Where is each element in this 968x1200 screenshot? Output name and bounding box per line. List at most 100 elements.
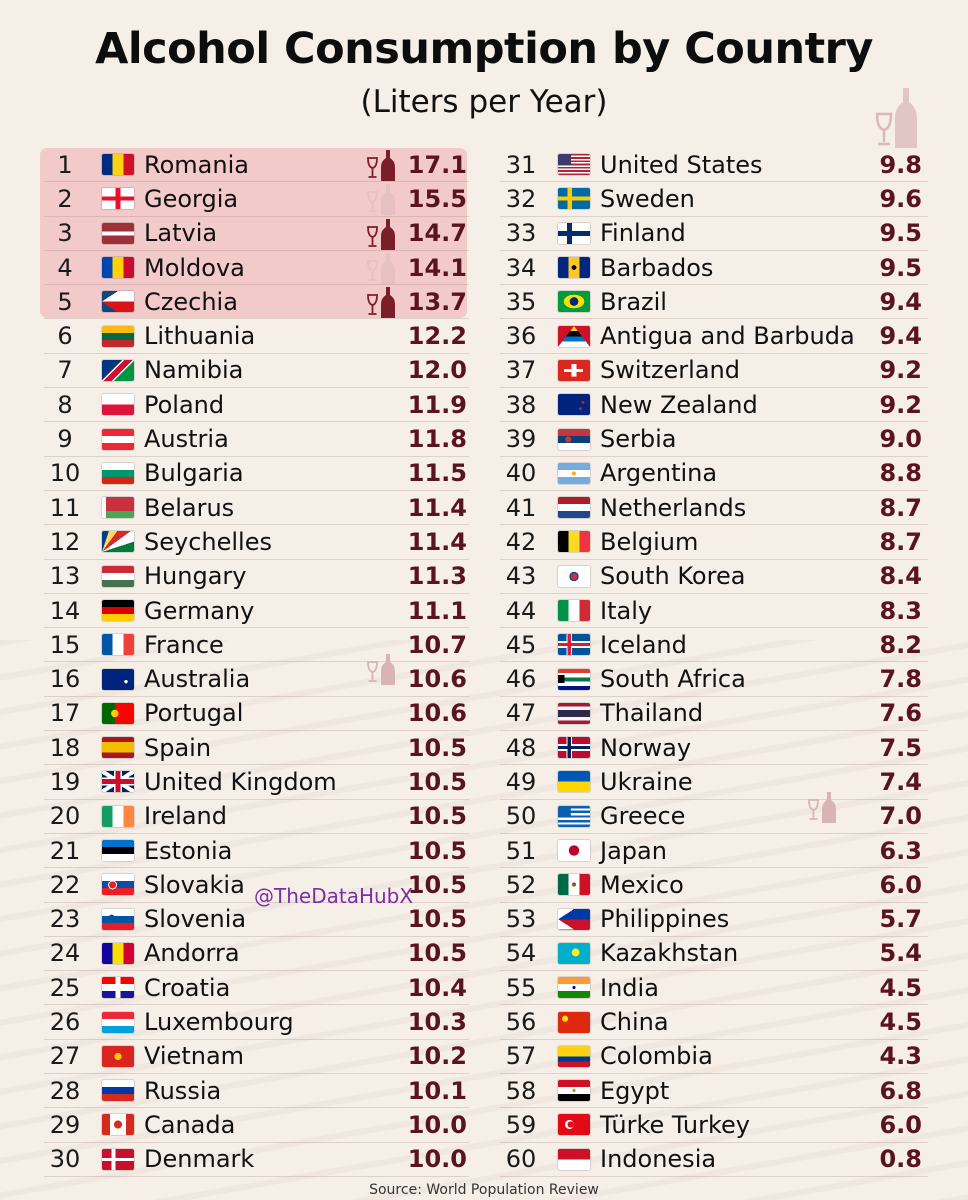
rank-label: 3 xyxy=(57,219,73,248)
country-label: Bulgaria xyxy=(144,459,244,488)
wine-glass-bottle-icon xyxy=(873,86,923,154)
country-label: Indonesia xyxy=(600,1145,717,1174)
value-label: 6.0 xyxy=(879,870,922,899)
value-label: 10.0 xyxy=(407,1145,467,1174)
value-label: 4.5 xyxy=(879,1008,922,1037)
table-row: 7 Namibia 12.0 xyxy=(44,354,469,389)
country-label: Denmark xyxy=(144,1145,255,1174)
romania-flag-icon xyxy=(102,154,134,176)
rank-label: 50 xyxy=(505,802,537,831)
rank-label: 17 xyxy=(49,699,81,728)
wine-bottle-icon xyxy=(365,182,399,220)
japan-flag-icon xyxy=(558,840,590,862)
value-label: 0.8 xyxy=(879,1145,922,1174)
rank-label: 29 xyxy=(49,1110,81,1139)
table-row: 11 Belarus 11.4 xyxy=(44,491,469,526)
table-row: 26 Luxembourg 10.3 xyxy=(44,1005,469,1040)
ireland-flag-icon xyxy=(102,805,134,827)
country-label: Canada xyxy=(144,1110,236,1139)
thailand-flag-icon xyxy=(558,702,590,724)
table-row: 39 Serbia 9.0 xyxy=(500,422,928,457)
value-label: 9.4 xyxy=(879,287,922,316)
value-label: 13.7 xyxy=(407,287,467,316)
rank-label: 48 xyxy=(505,733,537,762)
rank-label: 23 xyxy=(49,905,81,934)
greece-flag-icon xyxy=(558,805,590,827)
rank-label: 26 xyxy=(49,1008,81,1037)
chart-subtitle: (Liters per Year) xyxy=(360,84,608,120)
rank-label: 4 xyxy=(57,253,73,282)
mexico-flag-icon xyxy=(558,874,590,896)
value-label: 9.0 xyxy=(879,425,922,454)
rank-label: 15 xyxy=(49,630,81,659)
rank-label: 54 xyxy=(505,939,537,968)
value-label: 10.7 xyxy=(407,630,467,659)
barbados-flag-icon xyxy=(558,257,590,279)
vietnam-flag-icon xyxy=(102,1045,134,1067)
rank-label: 52 xyxy=(505,870,537,899)
value-label: 6.0 xyxy=(879,1110,922,1139)
table-row: 29 Canada 10.0 xyxy=(44,1108,469,1143)
iceland-flag-icon xyxy=(558,634,590,656)
rank-label: 24 xyxy=(49,939,81,968)
table-row: 8 Poland 11.9 xyxy=(44,388,469,423)
table-row: 25 Croatia 10.4 xyxy=(44,971,469,1006)
denmark-flag-icon xyxy=(102,1148,134,1170)
brazil-flag-icon xyxy=(558,291,590,313)
moldova-flag-icon xyxy=(102,257,134,279)
country-label: New Zealand xyxy=(600,390,758,419)
country-label: Vietnam xyxy=(144,1042,245,1071)
usa-flag-icon xyxy=(558,154,590,176)
country-label: Slovakia xyxy=(144,870,245,899)
table-row: 33 Finland 9.5 xyxy=(500,217,928,251)
country-label: Ireland xyxy=(144,802,228,831)
table-row: 18 Spain 10.5 xyxy=(44,731,469,766)
table-row: 15 France 10.7 xyxy=(44,628,469,663)
table-row: 27 Vietnam 10.2 xyxy=(44,1040,469,1075)
value-label: 11.5 xyxy=(407,459,467,488)
source-note: Source: World Population Review xyxy=(369,1182,599,1198)
table-row: 35 Brazil 9.4 xyxy=(500,285,928,320)
table-row: 36 Antigua and Barbuda 9.4 xyxy=(500,319,928,354)
country-label: Andorra xyxy=(144,939,240,968)
table-row: 51 Japan 6.3 xyxy=(500,834,928,869)
rank-label: 12 xyxy=(49,527,81,556)
country-label: Lithuania xyxy=(144,322,256,351)
rank-label: 2 xyxy=(57,184,73,213)
value-label: 10.4 xyxy=(407,973,467,1002)
value-label: 17.1 xyxy=(407,150,467,179)
country-label: Slovenia xyxy=(144,905,247,934)
country-label: South Korea xyxy=(600,562,746,591)
country-label: Romania xyxy=(144,150,249,179)
wine-bottle-icon xyxy=(365,217,399,255)
value-label: 10.5 xyxy=(407,836,467,865)
country-label: Türke Turkey xyxy=(600,1110,750,1139)
table-row: 42 Belgium 8.7 xyxy=(500,525,928,560)
table-row: 5 Czechia 13.7 xyxy=(44,285,469,320)
country-label: Poland xyxy=(144,390,225,419)
table-row: 24 Andorra 10.5 xyxy=(44,937,469,972)
france-flag-icon xyxy=(102,634,134,656)
finland-flag-icon xyxy=(558,222,590,244)
germany-flag-icon xyxy=(102,600,134,621)
antigua-flag-icon xyxy=(558,325,590,347)
colombia-flag-icon xyxy=(558,1045,590,1067)
country-label: Netherlands xyxy=(600,493,747,522)
belarus-flag-icon xyxy=(102,497,134,519)
kazakhstan-flag-icon xyxy=(558,942,590,964)
rank-label: 18 xyxy=(49,733,81,762)
value-label: 7.0 xyxy=(879,802,922,831)
country-label: Australia xyxy=(144,665,251,694)
philippines-flag-icon xyxy=(558,908,590,930)
value-label: 4.3 xyxy=(879,1042,922,1071)
rank-label: 43 xyxy=(505,562,537,591)
country-label: Spain xyxy=(144,733,212,762)
croatia-flag-icon xyxy=(102,977,134,999)
india-flag-icon xyxy=(558,977,590,999)
country-label: United States xyxy=(600,150,763,179)
wine-bottle-icon xyxy=(365,148,399,186)
value-label: 7.4 xyxy=(879,767,922,796)
country-label: Georgia xyxy=(144,184,239,213)
country-label: Argentina xyxy=(600,459,718,488)
rank-label: 58 xyxy=(505,1076,537,1105)
